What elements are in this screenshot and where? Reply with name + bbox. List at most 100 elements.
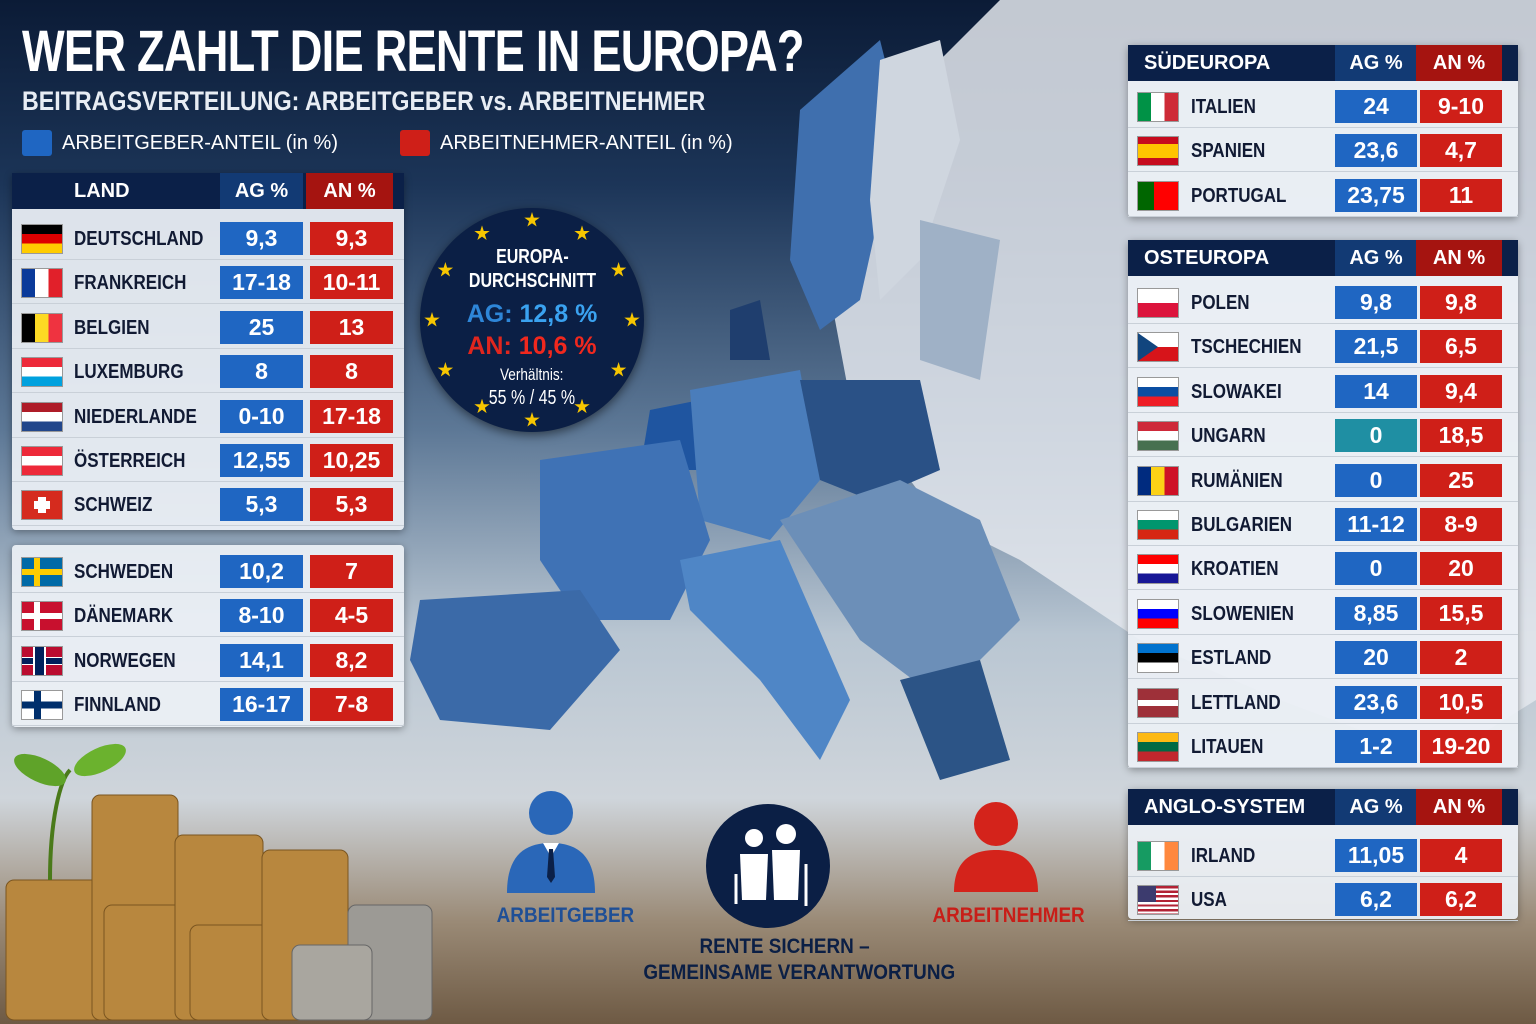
header-ag: AG % [1335, 45, 1417, 81]
france-flag [21, 268, 63, 299]
poland-flag [1137, 288, 1179, 318]
average-ag-value: 12,8 % [519, 300, 598, 328]
employee-share: 7 [310, 555, 393, 588]
table-row: DÄNEMARK 8-10 4-5 [12, 593, 404, 638]
table-row: TSCHECHIEN 21,5 6,5 [1128, 324, 1518, 369]
average-title-2: DURCHSCHNITT [468, 270, 596, 292]
country-name: FINNLAND [74, 694, 161, 717]
header-an: AN % [1416, 240, 1502, 276]
country-name: DÄNEMARK [74, 605, 174, 628]
country-name: LUXEMBURG [74, 361, 184, 384]
employer-share: 14 [1335, 374, 1417, 408]
country-name: PORTUGAL [1191, 184, 1287, 207]
employer-share: 0 [1335, 552, 1417, 586]
west-europe-table: LAND AG % AN % DEUTSCHLAND 9,3 9,3 FRANKREICH 1… [12, 173, 404, 530]
employer-share: 9,8 [1335, 286, 1417, 319]
employee-share: 9,8 [1420, 286, 1502, 319]
estonia-flag [1137, 643, 1179, 674]
employer-share: 8,85 [1335, 596, 1417, 630]
eu-star-icon [524, 412, 540, 427]
employer-label: ARBEITGEBER [496, 904, 635, 927]
employer-share: 25 [220, 310, 303, 344]
netherlands-flag [21, 401, 63, 432]
employee-share: 13 [310, 310, 393, 344]
table-row: ESTLAND 20 2 [1128, 635, 1518, 680]
country-name: UNGARN [1191, 425, 1266, 448]
employer-share: 10,2 [220, 555, 303, 588]
table-row: ÖSTERREICH 12,55 10,25 [12, 438, 404, 482]
table-row: RUMÄNIEN 0 25 [1128, 458, 1518, 502]
table-row: NIEDERLANDE 0-10 17-18 [12, 394, 404, 438]
table-row: SCHWEDEN 10,2 7 [12, 549, 404, 593]
coin-stacks-illustration [5, 743, 433, 1021]
legend-employee: ARBEITNEHMER-ANTEIL (in %) [400, 130, 733, 156]
country-name: SCHWEIZ [74, 494, 153, 517]
slovenia-flag [1137, 598, 1179, 629]
table-row: USA 6,2 6,2 [1128, 877, 1518, 922]
usa-flag [1137, 885, 1179, 916]
europe-average-badge: EUROPA- DURCHSCHNITT AG: 12,8 % AN: 10,6… [420, 208, 644, 432]
country-name: FRANKREICH [74, 272, 187, 295]
employer-share: 0 [1335, 463, 1417, 497]
employer-share: 8-10 [220, 599, 303, 633]
table-row: PORTUGAL 23,75 11 [1128, 173, 1518, 217]
employer-share: 1-2 [1335, 730, 1417, 763]
hungary-flag [1137, 421, 1179, 452]
table-row: NORWEGEN 14,1 8,2 [12, 638, 404, 682]
average-ratio-value: 55 % / 45 % [488, 387, 576, 409]
table-row: SPANIEN 23,6 4,7 [1128, 128, 1518, 173]
table-row: SLOWAKEI 14 9,4 [1128, 369, 1518, 413]
table-row: KROATIEN 0 20 [1128, 546, 1518, 591]
portugal-flag [1137, 180, 1179, 211]
croatia-flag [1137, 554, 1179, 585]
latvia-flag [1137, 687, 1179, 718]
lithuania-flag [1137, 732, 1179, 762]
employee-share: 4,7 [1420, 134, 1502, 168]
employee-share: 10,25 [310, 444, 393, 477]
employee-share: 8 [310, 355, 393, 389]
employer-share: 11-12 [1335, 508, 1417, 541]
employee-label: ARBEITNEHMER [932, 904, 1085, 927]
germany-flag [21, 224, 63, 254]
eu-star-icon [574, 225, 590, 240]
employee-share: 10-11 [310, 266, 393, 300]
country-name: POLEN [1191, 292, 1250, 314]
employee-share: 8,2 [310, 643, 393, 677]
employee-share: 11 [1420, 178, 1502, 212]
average-ratio-label: Verhältnis: [500, 365, 564, 384]
employer-share: 23,6 [1335, 134, 1417, 168]
employer-share: 8 [220, 355, 303, 389]
average-title-1: EUROPA- [495, 246, 569, 268]
table-header: OSTEUROPA AG % AN % [1128, 240, 1518, 276]
employee-share: 5,3 [310, 488, 393, 522]
eu-star-icon [474, 225, 490, 240]
country-name: SLOWENIEN [1191, 602, 1294, 625]
average-ag-label: AG: [466, 300, 513, 328]
table-header: SÜDEUROPA AG % AN % [1128, 45, 1518, 81]
header-land: OSTEUROPA [1144, 247, 1270, 269]
average-an-label: AN: [467, 332, 512, 360]
employer-share: 14,1 [220, 643, 303, 677]
table-row: UNGARN 0 18,5 [1128, 413, 1518, 458]
header-an: AN % [306, 173, 393, 209]
table-row: SLOWENIEN 8,85 15,5 [1128, 591, 1518, 635]
country-name: LITAUEN [1191, 736, 1264, 758]
country-name: NORWEGEN [74, 649, 176, 672]
country-name: USA [1191, 889, 1227, 912]
legend-employee-label: ARBEITNEHMER-ANTEIL (in %) [440, 131, 733, 154]
country-name: SCHWEDEN [74, 561, 174, 583]
anglo-system-table: ANGLO-SYSTEM AG % AN % IRLAND 11,05 4 USA 6,2 6,… [1128, 789, 1518, 922]
employer-share: 17-18 [220, 266, 303, 300]
bulgaria-flag [1137, 510, 1179, 540]
header-land: ANGLO-SYSTEM [1144, 796, 1306, 818]
country-name: TSCHECHIEN [1191, 336, 1302, 359]
country-name: SPANIEN [1191, 140, 1266, 163]
employee-swatch [400, 130, 430, 156]
country-name: BELGIEN [74, 316, 150, 339]
denmark-flag [21, 601, 63, 632]
country-name: DEUTSCHLAND [74, 228, 204, 250]
country-name: SLOWAKEI [1191, 380, 1282, 403]
header-an: AN % [1416, 45, 1502, 81]
sweden-flag [21, 557, 63, 587]
employee-share: 9,4 [1420, 374, 1502, 408]
